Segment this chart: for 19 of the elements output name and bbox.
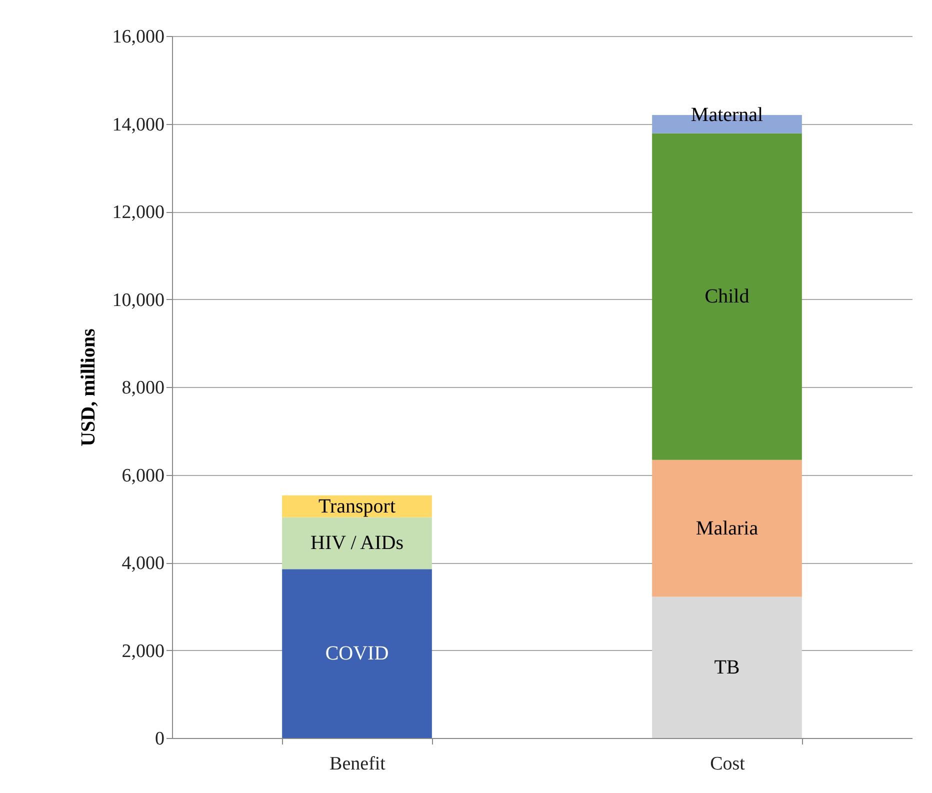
y-tick-label: 12,000 [112, 202, 164, 223]
y-tick-label: 2,000 [122, 640, 164, 662]
x-tick-label: Benefit [330, 754, 386, 774]
y-tick-label: 0 [155, 728, 164, 750]
y-tick-label: 6,000 [122, 465, 164, 486]
y-tick-label: 16,000 [112, 26, 164, 48]
y-tick-label: 10,000 [112, 290, 164, 311]
y-tick-label: 4,000 [122, 553, 164, 574]
series-label: HIV / AIDs [310, 532, 404, 554]
series-label: Transport [318, 495, 396, 518]
y-axis-title: USD, millions [77, 328, 100, 446]
series-label: Maternal [690, 104, 764, 126]
y-tick-label: 14,000 [112, 114, 164, 136]
series-label: TB [714, 656, 740, 678]
x-tick-label: Cost [710, 754, 746, 774]
y-tick-label: 8,000 [122, 378, 164, 398]
series-label: Child [704, 286, 750, 308]
series-label: Malaria [696, 517, 758, 540]
series-label: COVID [325, 642, 389, 665]
